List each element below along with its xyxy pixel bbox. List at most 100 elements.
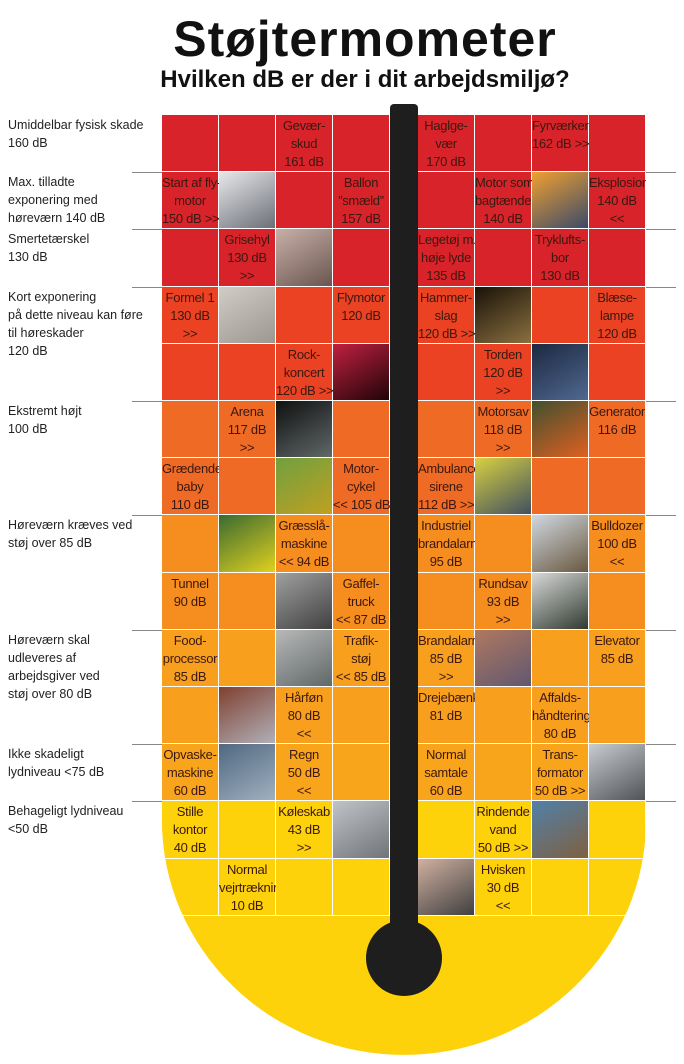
- level-label: Umiddelbar fysisk skade 160 dB: [8, 118, 144, 150]
- photo-rain: [219, 744, 276, 801]
- empty-cell: [276, 172, 333, 229]
- noise-source-cell: Elevator 85 dB: [589, 630, 646, 687]
- noise-source-cell: Drejebænk 81 dB: [418, 687, 475, 744]
- noise-source-cell: Trafik- støj << 85 dB: [333, 630, 390, 687]
- empty-cell: [475, 687, 532, 744]
- noise-source-cell: Rundsav 93 dB >>: [475, 573, 532, 630]
- empty-cell: [162, 229, 219, 286]
- noise-source-cell: Gaffel- truck << 87 dB: [333, 573, 390, 630]
- photo-transformer: [589, 744, 646, 801]
- empty-cell: [333, 401, 390, 458]
- noise-source-cell: Hårføn 80 dB <<: [276, 687, 333, 744]
- noise-source-cell: Køleskab 43 dB >>: [276, 801, 333, 858]
- noise-source-cell: Gevær- skud 161 dB: [276, 115, 333, 172]
- level-divider: [646, 401, 676, 402]
- level-divider: [132, 229, 162, 230]
- empty-cell: [333, 115, 390, 172]
- empty-cell: [219, 115, 276, 172]
- empty-cell: [532, 859, 589, 916]
- level-divider: [646, 515, 676, 516]
- thermometer-stem: [390, 104, 418, 944]
- noise-source-cell: Normal samtale 60 dB: [418, 744, 475, 801]
- noise-source-cell: Tryklufts- bor 130 dB: [532, 229, 589, 286]
- empty-cell: [589, 573, 646, 630]
- noise-source-cell: Flymotor 120 dB: [333, 287, 390, 344]
- noise-source-cell: Industriel brandalarm 95 dB: [418, 515, 475, 572]
- level-label: Høreværn skal udleveres af arbejdsgiver …: [8, 632, 100, 701]
- empty-cell: [333, 859, 390, 916]
- empty-cell: [333, 515, 390, 572]
- level-divider: [646, 287, 676, 288]
- empty-cell: [162, 859, 219, 916]
- photo-concert: [333, 344, 390, 401]
- photo-hairdryer: [219, 687, 276, 744]
- photo-jet-engine: [219, 172, 276, 229]
- photo-hammer: [475, 287, 532, 344]
- level-label: Ekstremt højt 100 dB: [8, 404, 82, 436]
- page-title: Støjtermometer: [173, 11, 557, 67]
- noise-source-cell: Start af fly- motor 150 dB >>: [162, 172, 219, 229]
- empty-cell: [162, 687, 219, 744]
- noise-source-cell: Stille kontor 40 dB: [162, 801, 219, 858]
- photo-formula-1: [219, 287, 276, 344]
- level-divider: [132, 801, 162, 802]
- noise-source-cell: Arena 117 dB >>: [219, 401, 276, 458]
- level-divider: [132, 515, 162, 516]
- photo-bulldozer: [532, 515, 589, 572]
- empty-cell: [219, 344, 276, 401]
- photo-whisper: [418, 859, 475, 916]
- empty-cell: [418, 573, 475, 630]
- empty-cell: [475, 115, 532, 172]
- noise-source-cell: Grisehyl 130 dB >>: [219, 229, 276, 286]
- photo-arena: [276, 401, 333, 458]
- thermometer-bulb: [366, 920, 442, 996]
- level-divider: [132, 630, 162, 631]
- level-divider: [646, 229, 676, 230]
- noise-source-cell: Græsslå- maskine << 94 dB: [276, 515, 333, 572]
- noise-source-cell: Haglge- vær 170 dB: [418, 115, 475, 172]
- empty-cell: [219, 573, 276, 630]
- level-divider: [132, 401, 162, 402]
- empty-cell: [475, 229, 532, 286]
- empty-cell: [333, 229, 390, 286]
- noise-source-cell: Trans- formator 50 dB >>: [532, 744, 589, 801]
- empty-cell: [276, 287, 333, 344]
- noise-source-cell: Torden 120 dB >>: [475, 344, 532, 401]
- photo-explosion: [532, 172, 589, 229]
- photo-motorcycle: [276, 458, 333, 515]
- noise-source-cell: Fyrværkeri 162 dB >>: [532, 115, 589, 172]
- photo-pig: [276, 229, 333, 286]
- empty-cell: [589, 344, 646, 401]
- noise-source-cell: Affalds- håndtering 80 dB: [532, 687, 589, 744]
- level-divider: [132, 744, 162, 745]
- photo-traffic: [276, 630, 333, 687]
- empty-cell: [333, 687, 390, 744]
- noise-source-cell: Generator 116 dB: [589, 401, 646, 458]
- level-divider: [132, 287, 162, 288]
- noise-source-cell: Tunnel 90 dB: [162, 573, 219, 630]
- photo-chainsaw: [532, 401, 589, 458]
- empty-cell: [219, 801, 276, 858]
- empty-cell: [219, 458, 276, 515]
- noise-source-cell: Ambulance- sirene 112 dB >>: [418, 458, 475, 515]
- photo-river: [532, 801, 589, 858]
- noise-source-cell: Brandalarm 85 dB >>: [418, 630, 475, 687]
- empty-cell: [589, 115, 646, 172]
- empty-cell: [532, 458, 589, 515]
- empty-cell: [532, 630, 589, 687]
- empty-cell: [418, 801, 475, 858]
- empty-cell: [589, 859, 646, 916]
- noise-source-cell: Legetøj m. høje lyde 135 dB: [418, 229, 475, 286]
- page-subtitle: Hvilken dB er der i dit arbejdsmiljø?: [160, 66, 570, 93]
- level-label: Smertetærskel 130 dB: [8, 232, 90, 265]
- empty-cell: [532, 287, 589, 344]
- level-divider: [646, 801, 676, 802]
- noise-source-cell: Normal vejrtrækning 10 dB: [219, 859, 276, 916]
- level-divider: [646, 172, 676, 173]
- empty-cell: [162, 115, 219, 172]
- level-label: Kort exponering på dette niveau kan føre…: [8, 289, 143, 358]
- photo-smoke-detector: [475, 630, 532, 687]
- noise-source-cell: Regn 50 dB <<: [276, 744, 333, 801]
- noise-source-cell: Food- processor 85 dB: [162, 630, 219, 687]
- empty-cell: [219, 630, 276, 687]
